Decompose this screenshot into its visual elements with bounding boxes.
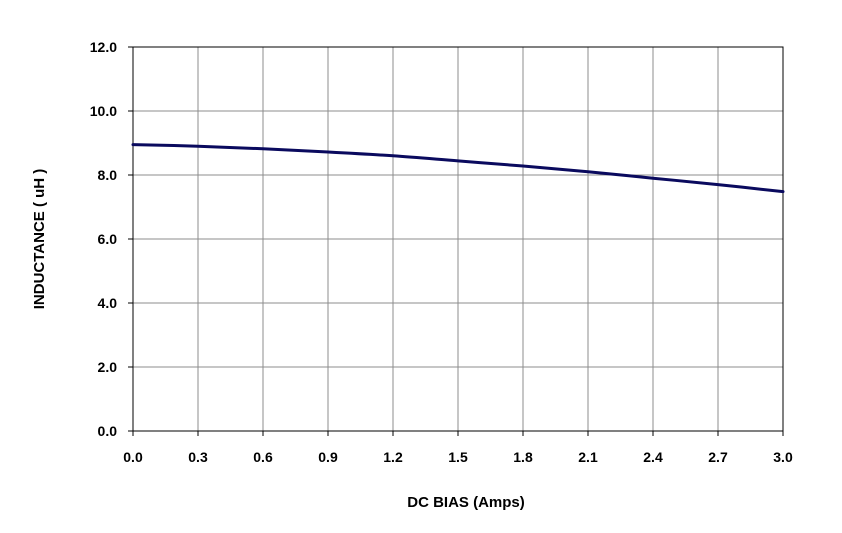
x-tick-label: 0.6 xyxy=(253,449,273,465)
x-tick-label: 3.0 xyxy=(773,449,793,465)
x-tick-label: 0.0 xyxy=(123,449,143,465)
x-tick-label: 1.2 xyxy=(383,449,403,465)
x-tick-label: 0.9 xyxy=(318,449,338,465)
x-tick-label: 1.8 xyxy=(513,449,533,465)
x-tick-label: 1.5 xyxy=(448,449,468,465)
y-tick-label: 2.0 xyxy=(98,359,118,375)
series-line xyxy=(131,143,785,194)
y-tick-label: 6.0 xyxy=(98,231,118,247)
x-tick-label: 2.4 xyxy=(643,449,663,465)
y-tick-labels: 0.0 2.0 4.0 6.0 8.0 10.0 12.0 xyxy=(90,39,117,439)
plot-border xyxy=(132,46,784,432)
x-tick-labels: 0.0 0.3 0.6 0.9 1.2 1.5 1.8 2.1 2.4 2.7 3.0 xyxy=(123,449,793,465)
x-tick-label: 2.7 xyxy=(708,449,728,465)
series-group xyxy=(131,143,785,194)
y-axis-title: INDUCTANCE ( uH ) xyxy=(31,169,48,310)
y-tick-label: 8.0 xyxy=(98,167,118,183)
y-tick-label: 10.0 xyxy=(90,103,117,119)
x-tick-label: 0.3 xyxy=(188,449,208,465)
y-tick-label: 0.0 xyxy=(98,423,118,439)
x-tick-label: 2.1 xyxy=(578,449,598,465)
y-tick-label: 4.0 xyxy=(98,295,118,311)
y-tick-label: 12.0 xyxy=(90,39,117,55)
x-axis-title: DC BIAS (Amps) xyxy=(407,494,525,511)
